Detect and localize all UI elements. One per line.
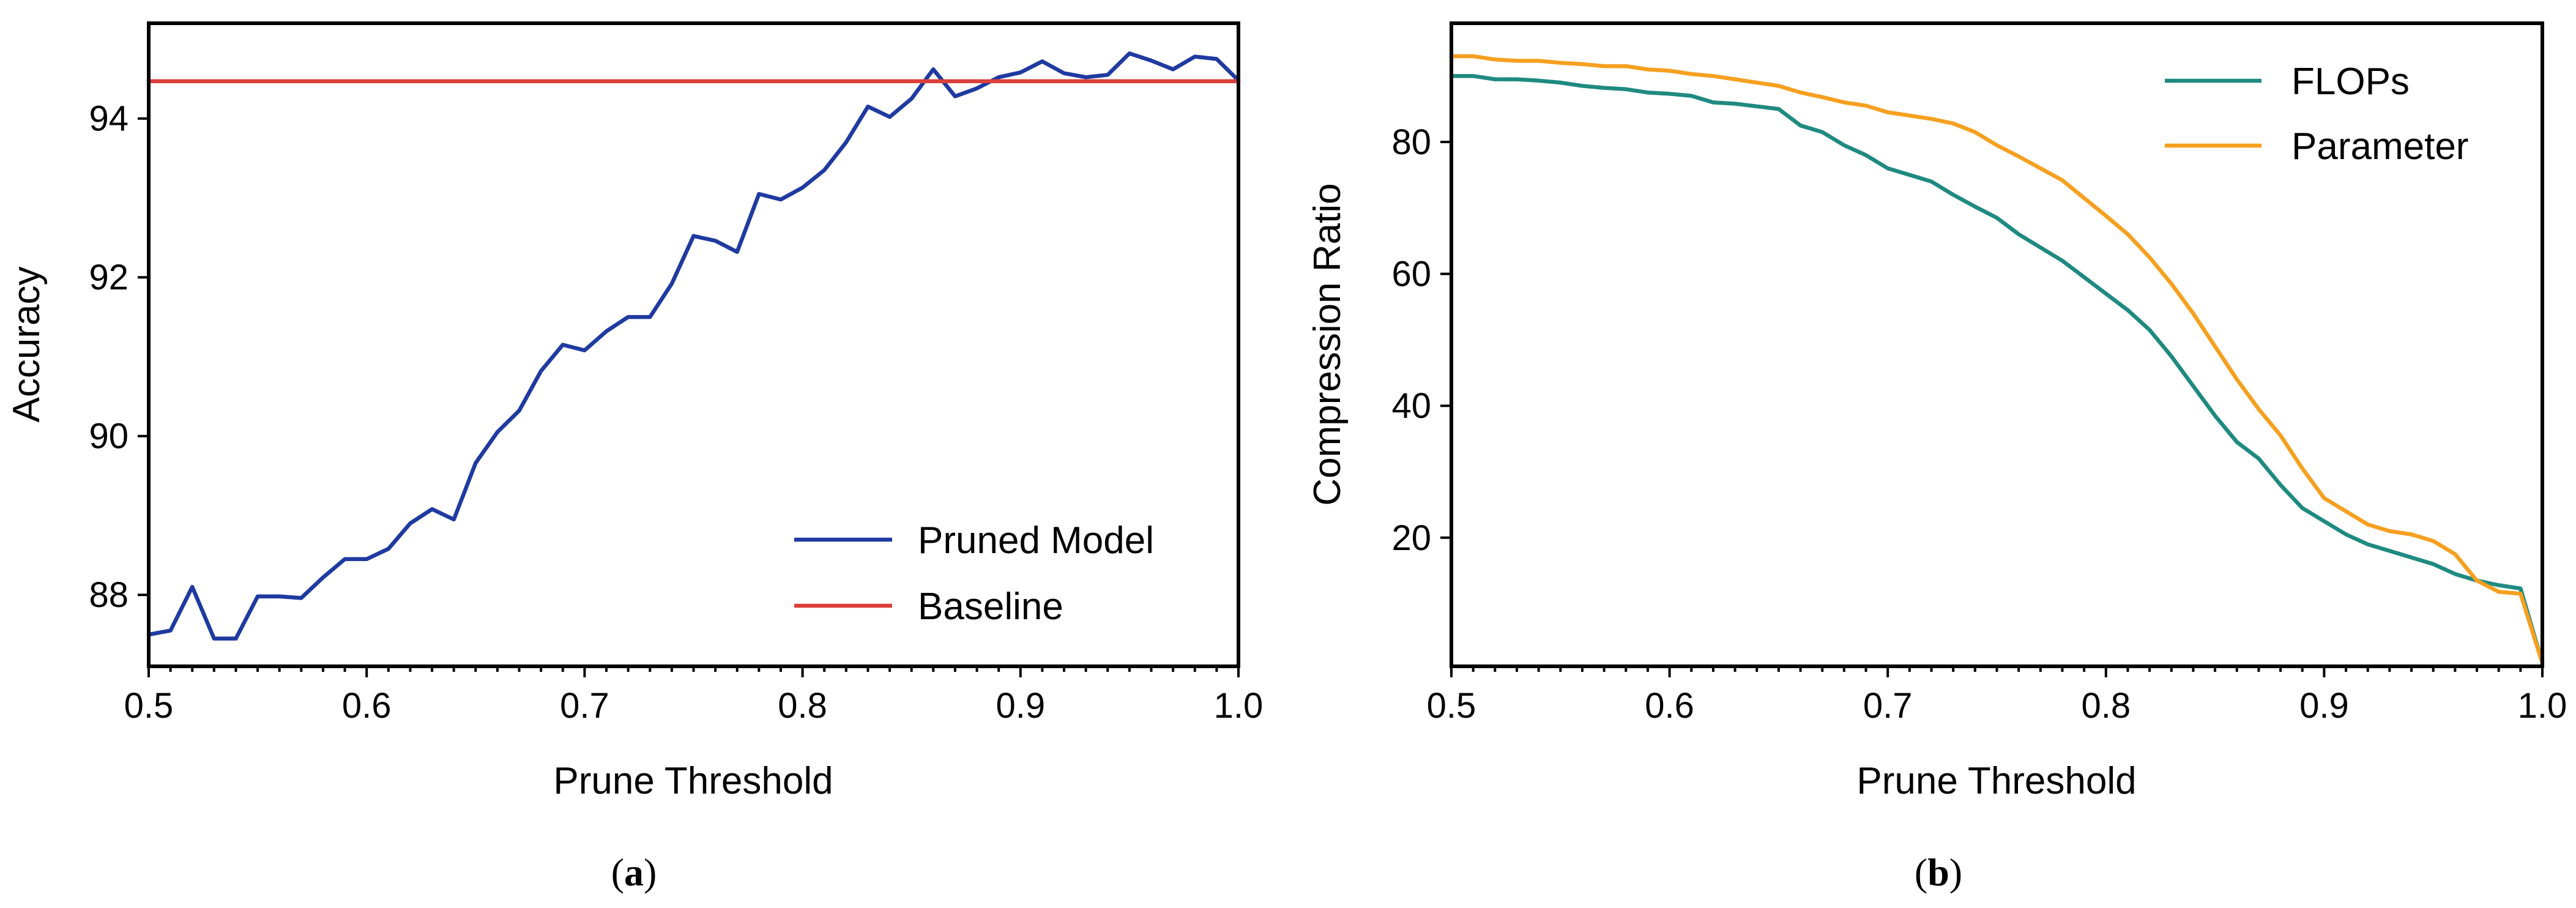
panel-b-legend-label-parameter: Parameter xyxy=(2291,125,2468,168)
panel-a-x-tick-label: 0.8 xyxy=(778,686,827,726)
panel-a-x-tick-label: 0.7 xyxy=(560,686,609,726)
panel-b-y-tick-label: 60 xyxy=(1391,255,1431,294)
panel-b-series-line-parameter xyxy=(1449,54,2545,665)
panel-b-y-tick-label: 80 xyxy=(1391,122,1431,162)
panel-b-compression-chart: 0.5 0.6 0.7 0.8 0.9 1.0 20 40 60 80 Prune Thresho… xyxy=(1306,21,2567,894)
panel-a-legend: Pruned Model Baseline xyxy=(794,519,1154,628)
panel-a-y-tick-label: 90 xyxy=(89,417,128,456)
panel-b-plot-series xyxy=(1449,54,2545,665)
panel-b-x-tick-label: 0.9 xyxy=(2299,686,2349,726)
panel-a-x-axis-label: Prune Threshold xyxy=(553,760,833,802)
panel-b-x-tick-label: 0.8 xyxy=(2081,686,2131,726)
panel-a-x-tick-label: 0.6 xyxy=(342,686,392,726)
panel-b-legend: FLOPs Parameter xyxy=(2165,61,2468,168)
panel-a-y-tick-label: 94 xyxy=(89,99,128,139)
panel-a-x-tick-label: 1.0 xyxy=(1214,686,1264,726)
panel-b-x-tick-label: 0.7 xyxy=(1863,686,1913,726)
panel-b-y-tick-label: 40 xyxy=(1391,386,1431,426)
panel-b-x-axis-label: Prune Threshold xyxy=(1856,760,2136,802)
panel-b-x-tick-label: 1.0 xyxy=(2518,686,2567,726)
panel-a-accuracy-chart: 0.5 0.6 0.7 0.8 0.9 1.0 88 90 92 94 Prune Thresho… xyxy=(6,21,1263,894)
panel-b-y-tick-label: 20 xyxy=(1391,518,1431,558)
panel-b-x-tick-label: 0.5 xyxy=(1427,686,1476,726)
panel-b-series-line-flops xyxy=(1449,73,2545,665)
panel-a-x-tick-label: 0.9 xyxy=(996,686,1045,726)
panel-a-y-tick-label: 92 xyxy=(89,258,128,297)
panel-b-x-tick-label: 0.6 xyxy=(1645,686,1694,726)
panel-b-ticks: 0.5 0.6 0.7 0.8 0.9 1.0 20 40 60 80 xyxy=(1391,122,2567,726)
panel-b-legend-label-flops: FLOPs xyxy=(2291,61,2410,103)
panel-b-plot-frame xyxy=(1450,21,2544,668)
panel-a-plot-series xyxy=(146,51,1241,641)
panel-b-caption: (b) xyxy=(1915,850,1962,894)
panel-a-caption-letter: a xyxy=(624,850,644,894)
panel-b-caption-letter: b xyxy=(1927,850,1949,894)
panel-b-y-axis-label: Compression Ratio xyxy=(1306,183,1349,505)
panel-a-legend-label-baseline: Baseline xyxy=(918,586,1063,628)
panel-a-caption: (a) xyxy=(611,850,657,894)
panel-a-plot-frame xyxy=(147,21,1240,668)
panel-a-ticks: 0.5 0.6 0.7 0.8 0.9 1.0 88 90 92 94 xyxy=(89,99,1263,726)
panel-a-series-line-pruned-model xyxy=(146,51,1241,641)
panel-a-legend-label-pruned-model: Pruned Model xyxy=(918,519,1154,562)
panel-a-y-axis-label: Accuracy xyxy=(6,267,48,423)
panel-a-y-tick-label: 88 xyxy=(89,575,128,615)
panel-a-x-tick-label: 0.5 xyxy=(124,686,174,726)
